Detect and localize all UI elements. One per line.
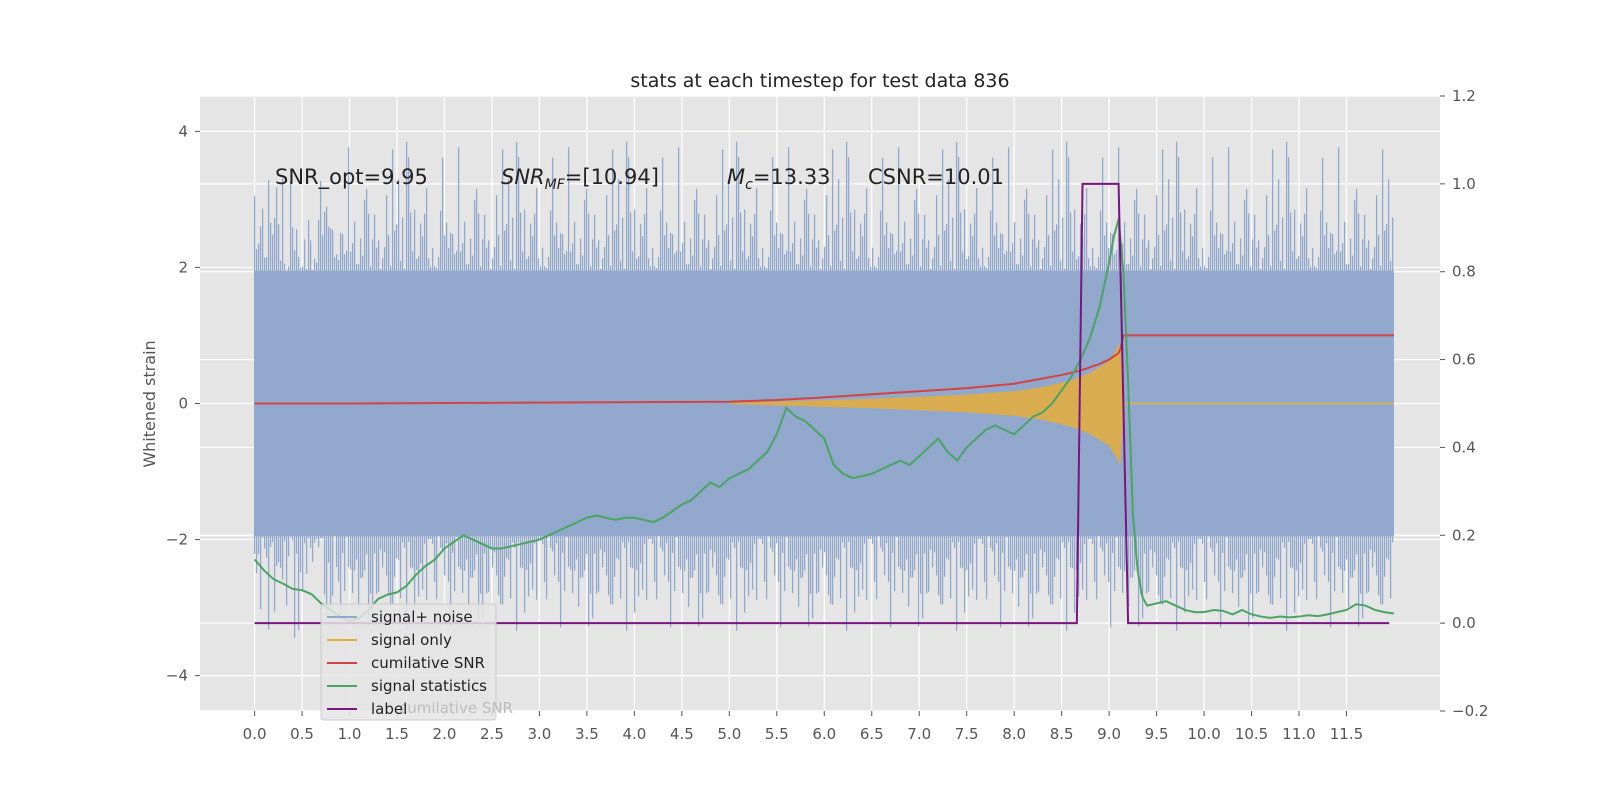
x-tick-label: 8.5: [1050, 725, 1074, 743]
csnr-annotation: CSNR=10.01: [868, 165, 1004, 189]
right-y-tick-label: 0.4: [1452, 438, 1476, 456]
legend-entries: signal+ noise signal only cumilative SNR si…: [327, 608, 487, 718]
legend-label: signal only: [371, 631, 452, 649]
snr-mf-value: =[10.94]: [565, 165, 659, 189]
right-y-tick-label: −0.2: [1452, 702, 1488, 720]
signal-only-series: [729, 342, 1394, 465]
x-tick-label: 0.5: [290, 725, 314, 743]
right-y-tick-label: 1.2: [1452, 87, 1476, 105]
x-tick-label: 10.0: [1187, 725, 1220, 743]
x-tick-label: 2.5: [480, 725, 504, 743]
x-axis-ticks: 0.0 0.5 1.0 1.5 2.0 2.5 3.0 3.5 4.0 4.5 5.0 5.5 6.0 6…: [243, 711, 1363, 743]
signal-statistics-series: [253, 218, 1395, 622]
x-tick-label: 2.0: [433, 725, 457, 743]
y-tick-label: 4: [178, 122, 188, 140]
right-y-tick-label: 0.6: [1452, 351, 1476, 369]
label-series: [254, 182, 1390, 625]
x-tick-label: 0.0: [243, 725, 267, 743]
cumulative-snr-line: [254, 334, 1394, 405]
y-tick-label: −4: [166, 667, 188, 685]
x-tick-label: 9.0: [1097, 725, 1121, 743]
legend-overlap-text: cumilative SNR: [399, 699, 513, 717]
right-y-tick-label: 0.2: [1452, 526, 1476, 544]
y-tick-label: −2: [166, 531, 188, 549]
legend-label: signal+ noise: [371, 608, 473, 626]
x-tick-label: 4.0: [622, 725, 646, 743]
x-tick-label: 11.0: [1282, 725, 1315, 743]
right-y-tick-label: 1.0: [1452, 175, 1476, 193]
legend-box: [320, 603, 497, 721]
x-tick-label: 1.5: [385, 725, 409, 743]
snr-mf-main: SNR: [501, 165, 545, 189]
y-tick-label: 0: [178, 395, 188, 413]
snr-opt-annotation: SNR_opt=9.95: [275, 165, 428, 190]
x-tick-label: 6.0: [812, 725, 836, 743]
legend-label: label: [371, 700, 407, 718]
mc-main: M: [727, 165, 745, 189]
x-tick-label: 9.5: [1145, 725, 1169, 743]
x-tick-label: 8.0: [1002, 725, 1026, 743]
x-tick-label: 5.0: [717, 725, 741, 743]
mc-value: =13.33: [753, 165, 831, 189]
x-tick-label: 4.5: [670, 725, 694, 743]
legend-label: signal statistics: [371, 677, 487, 695]
legend-label: cumilative SNR: [371, 654, 485, 672]
right-y-tick-label: 0.8: [1452, 263, 1476, 281]
x-tick-label: 7.5: [955, 725, 979, 743]
x-tick-label: 7.0: [907, 725, 931, 743]
chart-title: stats at each timestep for test data 836: [630, 70, 1009, 92]
x-tick-label: 11.5: [1330, 725, 1363, 743]
right-y-tick-label: 0.0: [1452, 614, 1476, 632]
mc-annotation: Mc=13.33: [727, 165, 831, 193]
y-tick-label: 2: [178, 258, 188, 276]
x-tick-label: 5.5: [765, 725, 789, 743]
x-tick-label: 6.5: [860, 725, 884, 743]
legend: cumilative SNR signal+ noise signal only c…: [320, 603, 513, 721]
x-tick-label: 3.0: [528, 725, 552, 743]
right-y-axis-ticks: −0.2 0.0 0.2 0.4 0.6 0.8 1.0 1.2: [1440, 87, 1488, 720]
snr-mf-annotation: SNRMF=[10.94]: [501, 165, 659, 193]
signal-statistics-line: [253, 218, 1395, 622]
snr-mf-subscript: MF: [545, 177, 566, 193]
signal-envelope: [729, 342, 1124, 465]
y-axis-ticks: −4 −2 0 2 4: [166, 122, 200, 685]
label-line: [254, 182, 1390, 625]
y-axis-label: Whitened strain: [140, 340, 159, 467]
x-tick-label: 10.5: [1235, 725, 1268, 743]
mc-subscript: c: [745, 177, 753, 193]
cumulative-snr-series: [254, 334, 1394, 405]
x-tick-label: 1.0: [338, 725, 362, 743]
x-tick-label: 3.5: [575, 725, 599, 743]
